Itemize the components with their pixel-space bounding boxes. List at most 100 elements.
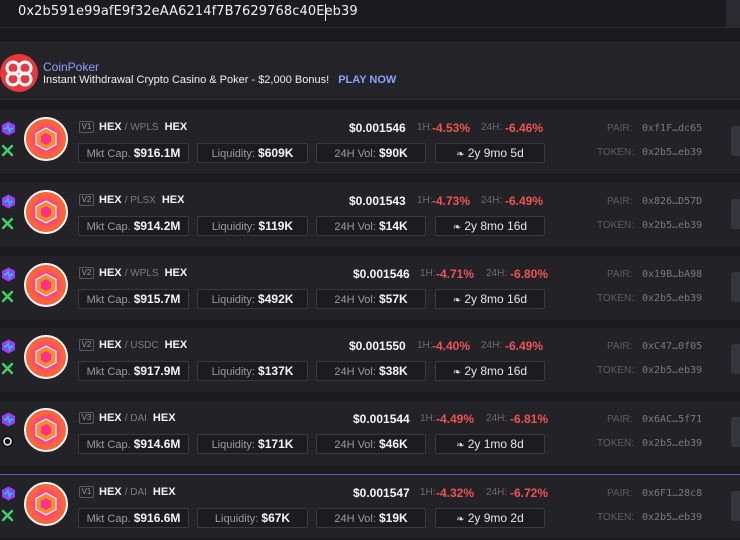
liquidity-stat: Liquidity: $67K [197, 508, 308, 528]
version-badge: V1 [79, 486, 94, 498]
row-action-button[interactable] [731, 491, 740, 521]
pair-quote: / WPLS [124, 268, 159, 279]
price-value: $0.001546 [349, 121, 406, 135]
pair-address[interactable]: 0xC47…0f05 [642, 341, 703, 352]
pair-row[interactable]: V2 HEX / WPLS HEX Mkt Cap. $915.7M Liquid… [0, 256, 740, 320]
h1-label: 1H: [420, 487, 436, 498]
pair-label[interactable]: HEX / PLSX HEX [99, 194, 184, 206]
pair-base: HEX [99, 194, 122, 206]
token-name: HEX [164, 339, 188, 351]
pair-address[interactable]: 0x826…D57D [642, 196, 703, 207]
pair-address[interactable]: 0x6F1…28c8 [642, 488, 703, 499]
h1-label: 1H: [417, 195, 433, 206]
search-icon [0, 4, 10, 22]
sprout-icon: ❧ [456, 149, 465, 160]
pair-quote: / USDC [124, 340, 159, 351]
stat-label: Mkt Cap. [86, 366, 131, 378]
liquidity-stat: Liquidity: $119K [197, 216, 308, 236]
stat-label: 24H Vol: [334, 366, 376, 378]
pair-label[interactable]: HEX / WPLS HEX [99, 121, 187, 133]
row-action-button[interactable] [731, 344, 740, 374]
liquidity-stat: Liquidity: $171K [197, 434, 308, 454]
token-address[interactable]: 0x2b5…eb39 [642, 512, 703, 523]
row-action-button[interactable] [731, 126, 740, 156]
pair-label[interactable]: HEX / WPLS HEX [99, 267, 187, 279]
token-address-label: TOKEN: [597, 365, 635, 376]
row-action-button[interactable] [731, 417, 740, 447]
token-address[interactable]: 0x2b5…eb39 [642, 147, 703, 158]
token-address[interactable]: 0x2b5…eb39 [642, 438, 703, 449]
h1-change: -4.73% [432, 194, 471, 208]
search-input[interactable]: 0x2b591e99afE9f32eAA6214f7B7629768c40Eeb… [18, 4, 358, 19]
token-name: HEX [152, 486, 176, 498]
pair-base: HEX [99, 412, 122, 424]
ad-cta-link[interactable]: PLAY NOW [338, 74, 397, 86]
hex-token-logo [24, 408, 68, 452]
hex-token-logo [24, 263, 68, 307]
liquidity-value: $171K [258, 437, 294, 451]
liquidity-value: $67K [261, 511, 291, 525]
market-cap-value: $914.2M [133, 219, 181, 233]
pair-row[interactable]: V2 HEX / PLSX HEX Mkt Cap. $914.2M Liquid… [0, 183, 740, 247]
h24-label: 24H: [481, 122, 503, 133]
dex-icon [1, 144, 14, 157]
dex-icon [1, 290, 14, 303]
pair-row[interactable]: V2 HEX / USDC HEX Mkt Cap. $917.9M Liquid… [0, 328, 740, 392]
age-stat: ❧ 2y 9mo 5d [435, 143, 545, 163]
ad-description: Instant Withdrawal Crypto Casino & Poker… [43, 74, 330, 86]
ad-banner[interactable]: CoinPoker Instant Withdrawal Crypto Casi… [0, 42, 740, 100]
pair-address-label: PAIR: [607, 123, 633, 134]
pair-address[interactable]: 0x19B…bA98 [642, 269, 703, 280]
token-address[interactable]: 0x2b5…eb39 [642, 220, 703, 231]
age-stat: ❧ 2y 8mo 16d [435, 216, 545, 236]
price-value: $0.001547 [353, 486, 410, 500]
h1-label: 1H: [417, 122, 433, 133]
h1-label: 1H: [420, 413, 436, 424]
token-address-label: TOKEN: [597, 147, 635, 158]
stat-label: Mkt Cap. [86, 439, 131, 451]
h1-change: -4.53% [432, 121, 471, 135]
pair-address-label: PAIR: [607, 196, 633, 207]
pair-address[interactable]: 0x6AC…5f71 [642, 414, 703, 425]
pulsechain-icon [1, 121, 16, 136]
pair-row[interactable]: V1 HEX / DAI HEX Mkt Cap. $916.6M Liquidi… [0, 474, 740, 538]
h1-change: -4.71% [436, 267, 475, 281]
liquidity-value: $119K [258, 219, 294, 233]
dex-icon [1, 217, 14, 230]
stat-label: Liquidity: [211, 148, 255, 160]
close-search-button[interactable] [726, 0, 740, 28]
pair-label[interactable]: HEX / DAI HEX [99, 486, 176, 498]
token-address[interactable]: 0x2b5…eb39 [642, 365, 703, 376]
token-name: HEX [152, 412, 176, 424]
version-badge: V1 [79, 121, 94, 133]
h24-label: 24H: [486, 413, 508, 424]
pair-row[interactable]: V3 HEX / DAI HEX Mkt Cap. $914.6M Liquidi… [0, 401, 740, 465]
pair-address[interactable]: 0xf1F…dc65 [642, 123, 703, 134]
row-action-button[interactable] [731, 199, 740, 229]
row-action-button[interactable] [731, 272, 740, 302]
market-cap-stat: Mkt Cap. $915.7M [78, 289, 189, 309]
pair-label[interactable]: HEX / USDC HEX [99, 339, 187, 351]
liquidity-stat: Liquidity: $137K [197, 361, 308, 381]
h1-change: -4.40% [432, 339, 471, 353]
pair-label[interactable]: HEX / DAI HEX [99, 412, 176, 424]
token-address-label: TOKEN: [597, 293, 635, 304]
dex-icon [1, 362, 14, 375]
token-address[interactable]: 0x2b5…eb39 [642, 293, 703, 304]
pair-row[interactable]: V1 HEX / WPLS HEX Mkt Cap. $916.1M Liquid… [0, 110, 740, 174]
dex-icon [1, 509, 14, 522]
pulsechain-icon [1, 412, 16, 427]
liquidity-stat: Liquidity: $492K [197, 289, 308, 309]
token-name: HEX [164, 267, 188, 279]
stat-label: Liquidity: [211, 294, 255, 306]
h24-label: 24H: [481, 195, 503, 206]
market-cap-stat: Mkt Cap. $914.2M [78, 216, 189, 236]
h1-change: -4.32% [436, 486, 475, 500]
search-bar: 0x2b591e99afE9f32eAA6214f7B7629768c40Eeb… [0, 0, 740, 28]
volume-stat: 24H Vol: $38K [316, 361, 426, 381]
h24-change: -6.81% [510, 412, 549, 426]
ad-title[interactable]: CoinPoker [43, 60, 100, 74]
h24-change: -6.72% [510, 486, 549, 500]
age-stat: ❧ 2y 9mo 2d [435, 508, 545, 528]
token-address-label: TOKEN: [597, 512, 635, 523]
